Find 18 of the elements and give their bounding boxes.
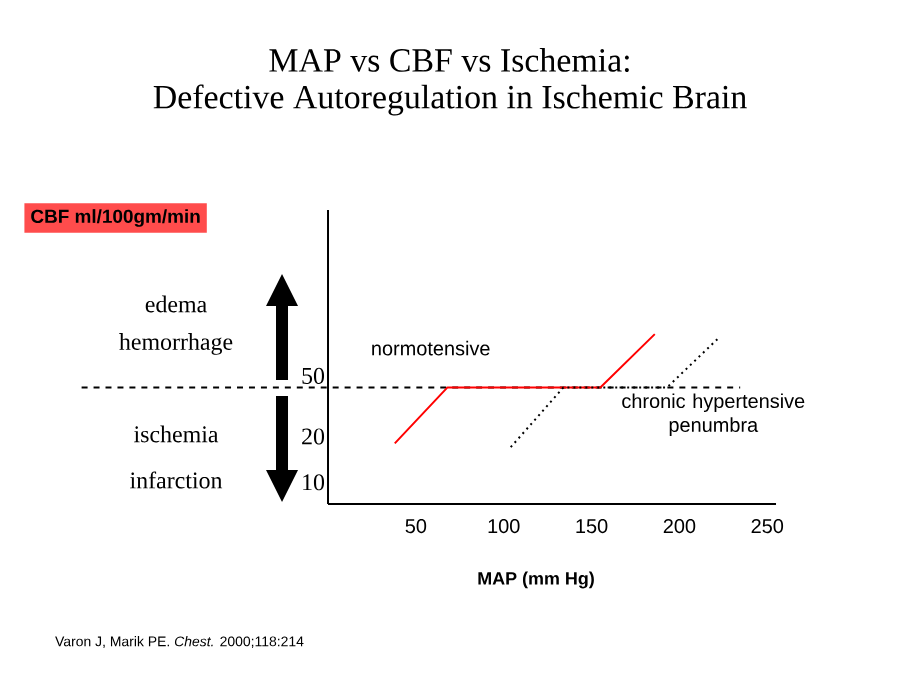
- x-tick-label: 250: [751, 519, 784, 534]
- x-tick-label: 150: [576, 519, 608, 534]
- chart-subtitle: Defective Autoregulation in Ischemic Brain: [153, 84, 747, 116]
- series-label: chronic hypertensive penumbra: [622, 393, 805, 436]
- text: infarction: [130, 471, 223, 489]
- text: hemorrhage: [119, 333, 233, 355]
- text: CBF ml/100gm/min: [31, 209, 200, 227]
- y-tick-label: 10: [303, 474, 325, 491]
- series-label: normotensive: [372, 340, 490, 356]
- y-tick-label: 50: [302, 367, 325, 384]
- x-tick-label: 100: [488, 519, 520, 534]
- y-tick-label: 20: [302, 428, 325, 445]
- text: ischemia: [134, 425, 219, 443]
- chart-title: MAP vs CBF vs Ischemia:: [269, 48, 629, 72]
- x-tick-label: 200: [663, 519, 696, 534]
- text: edema: [145, 295, 207, 313]
- x-tick-label: 50: [405, 519, 427, 534]
- x-axis-title: MAP (mm Hg): [478, 571, 594, 589]
